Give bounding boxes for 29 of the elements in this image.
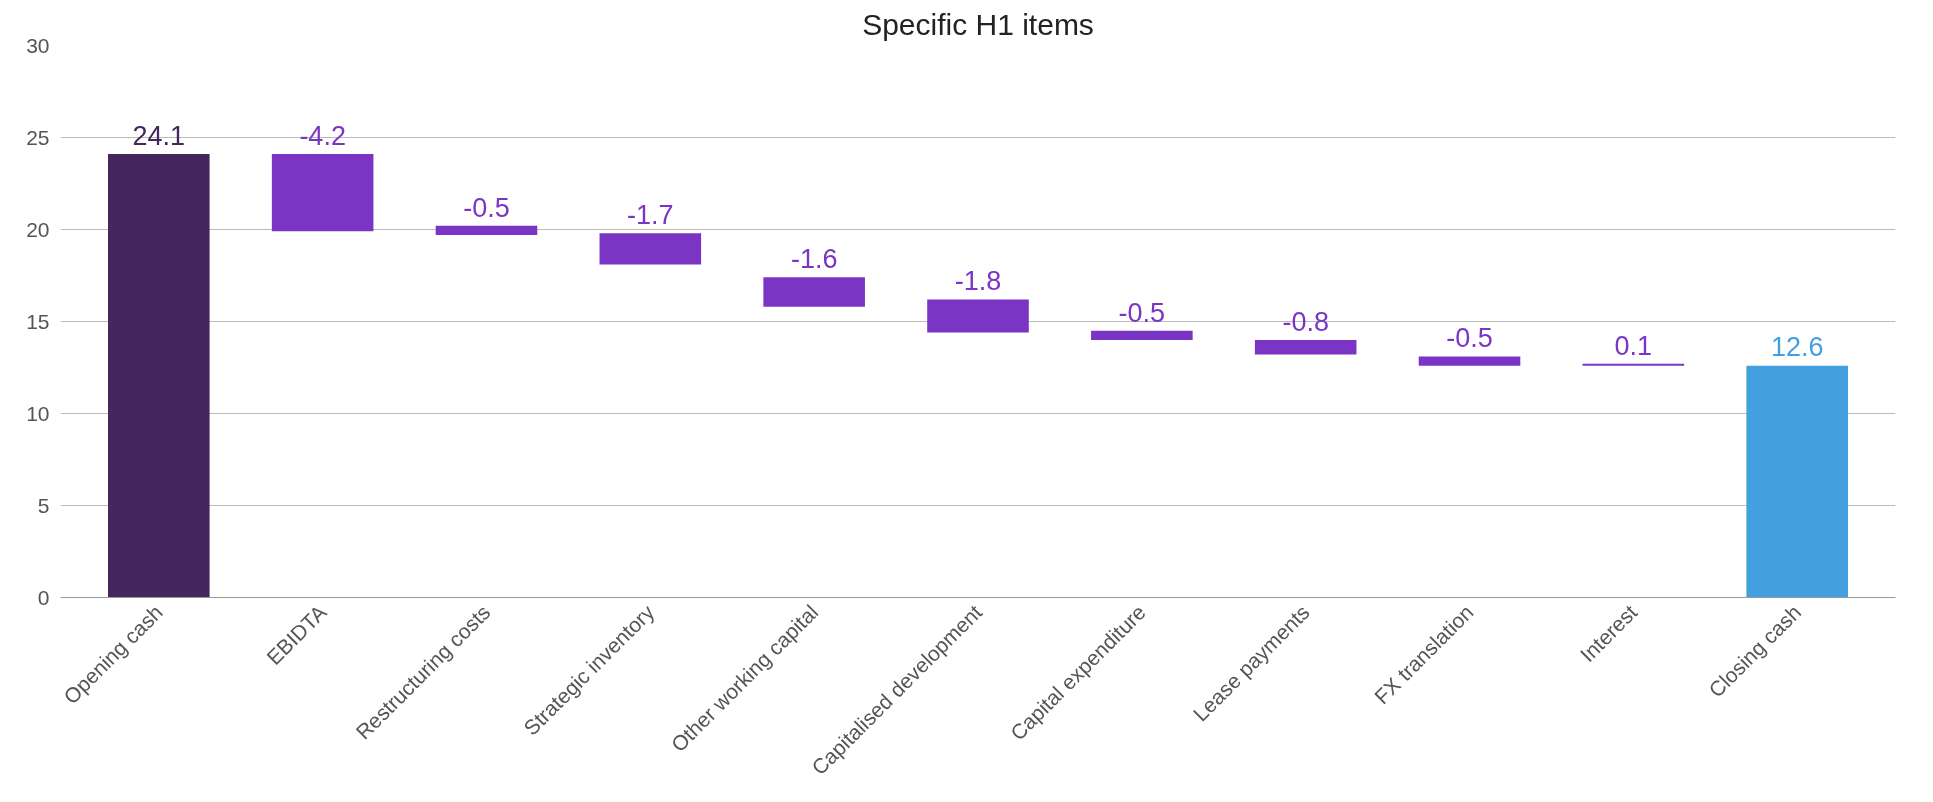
y-tick-label: 0 — [37, 585, 50, 609]
y-tick-label: 30 — [26, 33, 50, 57]
bar — [599, 233, 702, 265]
data-label: -0.5 — [1446, 323, 1493, 354]
data-label: 24.1 — [132, 120, 186, 151]
bar — [927, 299, 1029, 333]
bar — [435, 225, 538, 236]
y-tick-label: 5 — [37, 493, 50, 517]
data-label: -1.7 — [627, 199, 674, 230]
bar — [108, 154, 210, 598]
bar — [1418, 356, 1521, 366]
data-label: 0.1 — [1614, 330, 1653, 361]
y-tick-label: 10 — [26, 401, 50, 425]
y-tick-label: 15 — [26, 309, 50, 333]
data-label: -0.5 — [1118, 297, 1166, 328]
y-tick-label: 20 — [26, 217, 50, 241]
text: Specific H1 items — [862, 7, 1094, 41]
bar — [271, 154, 374, 232]
data-label: -1.8 — [954, 266, 1002, 297]
data-label: -0.8 — [1282, 306, 1329, 337]
data-label: 12.6 — [1770, 332, 1824, 363]
bar — [1746, 365, 1848, 598]
data-label: -1.6 — [790, 244, 838, 275]
data-label: -0.5 — [463, 192, 510, 223]
bar — [1091, 330, 1193, 340]
data-label: -4.2 — [299, 120, 346, 151]
y-tick-label: 25 — [26, 125, 50, 149]
bar — [763, 277, 865, 307]
bar — [1254, 339, 1357, 355]
